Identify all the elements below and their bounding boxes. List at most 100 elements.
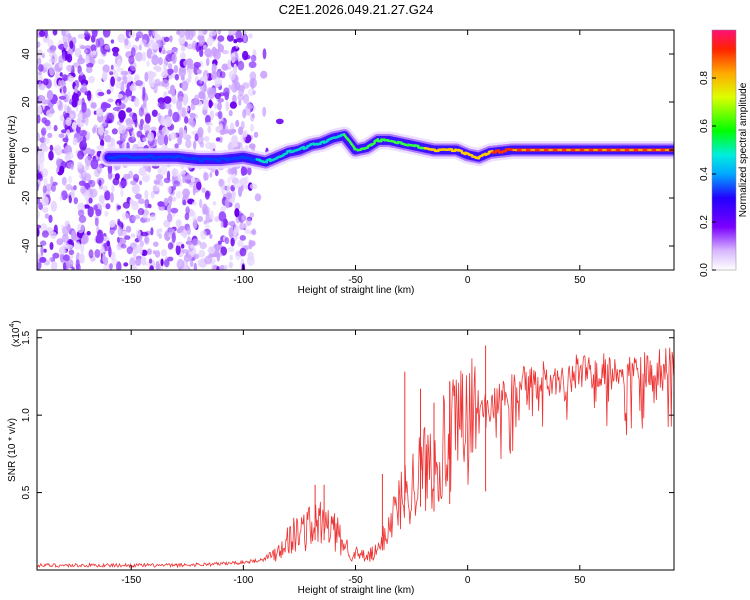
noise-speckle: [216, 72, 221, 78]
noise-speckle: [193, 61, 201, 68]
spectrogram-x-axis: -150 -100 -50 0 50: [121, 30, 586, 286]
noise-speckle: [262, 106, 267, 117]
noise-speckle: [191, 238, 199, 247]
noise-speckle: [77, 223, 85, 234]
noise-speckle: [260, 70, 268, 79]
noise-speckle: [117, 58, 122, 68]
noise-speckle: [236, 37, 244, 43]
noise-speckle: [38, 202, 43, 211]
noise-speckle: [229, 101, 237, 109]
ridge-core: [413, 144, 420, 148]
noise-speckle: [39, 74, 43, 81]
noise-speckle: [49, 144, 54, 151]
noise-speckle: [180, 45, 186, 52]
noise-speckle: [218, 178, 224, 187]
noise-speckle: [184, 116, 189, 124]
noise-speckle: [90, 102, 97, 109]
x-tick-label: -150: [121, 275, 141, 286]
snr-plot-area: [37, 330, 674, 570]
noise-speckle: [66, 129, 71, 137]
noise-speckle: [253, 131, 259, 138]
noise-speckle: [150, 227, 154, 236]
noise-speckle: [175, 244, 181, 256]
noise-speckle: [55, 146, 63, 156]
noise-speckle: [115, 81, 123, 89]
noise-speckle: [96, 233, 104, 244]
noise-speckle: [71, 100, 78, 108]
noise-speckle: [37, 49, 43, 58]
noise-speckle: [68, 107, 72, 114]
noise-speckle: [118, 110, 126, 121]
noise-speckle: [88, 249, 94, 259]
spectrogram-panel: -150 -100 -50 0 50 40 20 0 -20 -40 Height of str…: [7, 29, 675, 296]
noise-speckle: [209, 213, 214, 220]
noise-speckle: [72, 137, 78, 146]
noise-speckle: [230, 128, 237, 134]
noise-speckle: [233, 39, 238, 44]
noise-speckle: [249, 212, 255, 219]
noise-speckle: [129, 257, 136, 267]
snr-x-label: Height of straight line (km): [298, 585, 415, 596]
noise-speckle: [275, 118, 284, 125]
noise-speckle: [224, 198, 230, 209]
noise-speckle: [220, 206, 227, 212]
ridge-core: [282, 151, 289, 156]
noise-speckle: [78, 253, 85, 264]
noise-speckle: [92, 30, 98, 38]
noise-speckle: [92, 126, 96, 134]
noise-speckle: [193, 94, 200, 104]
noise-speckle: [126, 246, 133, 255]
y-tick-label: 1.5: [21, 330, 32, 344]
noise-speckle: [170, 207, 179, 214]
noise-speckle: [242, 130, 248, 138]
noise-speckle: [48, 214, 53, 223]
noise-speckle: [88, 197, 93, 204]
noise-speckle: [160, 258, 164, 267]
noise-speckle: [62, 34, 68, 44]
noise-speckle: [87, 206, 94, 218]
noise-speckle: [43, 248, 47, 253]
noise-speckle: [171, 175, 175, 184]
noise-speckle: [102, 185, 109, 192]
noise-speckle: [116, 67, 124, 72]
noise-speckle: [80, 169, 87, 181]
ridge-core: [467, 153, 474, 157]
noise-speckle: [217, 30, 222, 35]
noise-speckle: [243, 34, 247, 43]
noise-speckle: [246, 218, 252, 226]
noise-speckle: [249, 77, 257, 89]
noise-speckle: [174, 73, 180, 81]
spectrogram-ridge: [99, 126, 674, 171]
noise-speckle: [228, 109, 233, 117]
noise-speckle: [79, 129, 87, 137]
noise-speckle: [53, 124, 58, 132]
noise-speckle: [248, 61, 257, 69]
noise-speckle: [142, 51, 146, 62]
noise-speckle: [206, 53, 213, 58]
noise-speckle: [109, 71, 114, 76]
noise-speckle: [97, 91, 105, 97]
colorbar-frame: [711, 29, 737, 271]
noise-speckle: [104, 210, 109, 217]
noise-speckle: [50, 200, 58, 212]
noise-speckle: [183, 253, 192, 262]
noise-speckle: [138, 198, 145, 205]
noise-speckle: [205, 57, 210, 67]
noise-speckle: [175, 190, 182, 199]
noise-speckle: [251, 229, 256, 235]
colorbar-ticks: 0.0 0.2 0.4 0.6 0.8: [699, 71, 716, 277]
noise-speckle: [111, 46, 120, 53]
noise-speckle: [155, 174, 164, 180]
noise-speckle: [92, 50, 97, 56]
noise-speckle: [110, 39, 115, 44]
noise-speckle: [68, 249, 75, 255]
noise-speckle: [167, 203, 172, 215]
noise-speckle: [80, 186, 87, 194]
noise-speckle: [196, 45, 200, 53]
noise-speckle: [80, 79, 89, 86]
noise-speckle: [204, 255, 213, 265]
noise-speckle: [93, 204, 98, 211]
noise-speckle: [101, 202, 107, 208]
noise-speckle: [130, 180, 137, 186]
ridge-core: [245, 156, 252, 160]
